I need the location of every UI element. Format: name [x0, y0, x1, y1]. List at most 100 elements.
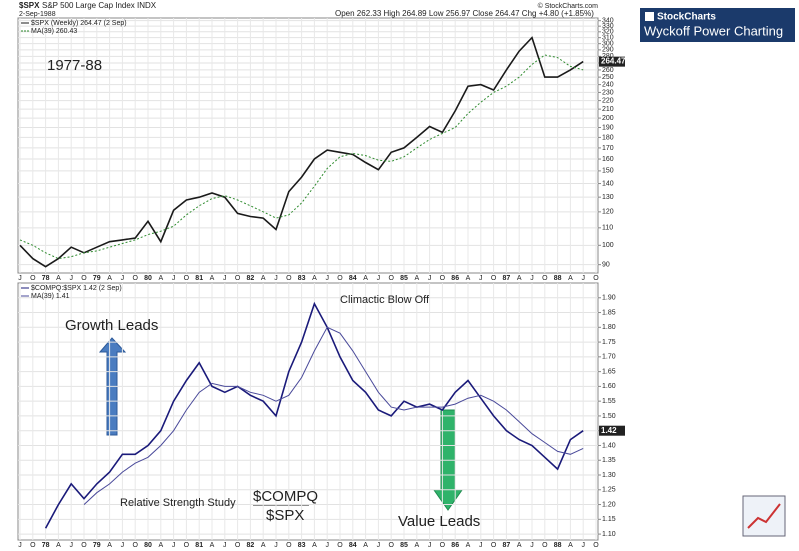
y-tick-label: 330 — [602, 23, 614, 30]
y-tick-label: 130 — [602, 194, 614, 201]
y-tick-label: 200 — [602, 115, 614, 122]
x-tick-label: O — [542, 542, 548, 549]
y-tick-label: 90 — [602, 261, 610, 268]
x-tick-label: J — [274, 542, 278, 549]
x-tick-label: 86 — [451, 275, 459, 282]
x-tick-label: O — [81, 542, 87, 549]
x-tick-label: J — [223, 275, 227, 282]
x-tick-label: J — [377, 542, 381, 549]
x-tick-label: J — [325, 275, 329, 282]
y-tick-label: 220 — [602, 97, 614, 104]
x-tick-label: J — [69, 275, 73, 282]
x-tick-label: O — [235, 275, 241, 282]
copyright: © StockCharts.com — [538, 2, 599, 10]
y-tick-label: 1.80 — [602, 324, 616, 331]
x-tick-label: A — [312, 275, 317, 282]
y-tick-label: 170 — [602, 145, 614, 152]
x-tick-label: 78 — [42, 542, 50, 549]
x-tick-label: A — [568, 542, 573, 549]
logo: StockCharts — [657, 12, 716, 23]
x-tick-label: 85 — [400, 542, 408, 549]
x-tick-label: O — [337, 275, 343, 282]
x-tick-label: O — [81, 275, 87, 282]
x-tick-label: O — [440, 275, 446, 282]
x-tick-label: J — [530, 542, 534, 549]
x-tick-label: J — [172, 542, 176, 549]
y-tick-label: 140 — [602, 180, 614, 187]
logo-box — [640, 8, 795, 42]
y-tick-label: 1.10 — [602, 531, 616, 538]
y-tick-label: 100 — [602, 242, 614, 249]
y-tick-label: 1.50 — [602, 413, 616, 420]
x-tick-label: J — [121, 542, 125, 549]
date: 2-Sep-1988 — [19, 11, 56, 18]
y-tick-label: 320 — [602, 29, 614, 36]
x-tick-label: J — [377, 275, 381, 282]
y-tick-label: 110 — [602, 225, 613, 232]
y-tick-label: 1.70 — [602, 354, 616, 361]
x-tick-label: O — [542, 275, 548, 282]
y-tick-label: 210 — [602, 106, 614, 113]
x-tick-label: O — [440, 542, 446, 549]
series-line — [19, 36, 584, 268]
x-tick-label: 80 — [144, 275, 152, 282]
y-tick-label: 1.85 — [602, 309, 616, 316]
x-tick-label: J — [428, 542, 432, 549]
x-tick-label: A — [312, 542, 317, 549]
y-tick-label: 1.30 — [602, 472, 616, 479]
x-tick-label: 85 — [400, 275, 408, 282]
x-tick-label: A — [466, 542, 471, 549]
tool-icon — [742, 495, 786, 537]
annotation: Value Leads — [398, 513, 480, 530]
y-tick-label: 290 — [602, 47, 614, 54]
annotation: 1977-88 — [47, 57, 102, 74]
x-tick-label: A — [158, 542, 163, 549]
x-tick-label: 86 — [451, 542, 459, 549]
x-tick-label: J — [581, 275, 585, 282]
x-tick-label: J — [530, 275, 534, 282]
x-tick-label: O — [388, 542, 394, 549]
x-tick-label: A — [107, 275, 112, 282]
y-tick-label: 160 — [602, 156, 614, 163]
y-tick-label: 1.60 — [602, 383, 616, 390]
y-tick-label: 340 — [602, 18, 614, 25]
legend-entry: $COMPQ:$SPX 1.42 (2 Sep) — [31, 285, 122, 292]
x-tick-label: 87 — [503, 542, 511, 549]
legend-entry: MA(39) 260.43 — [31, 28, 77, 35]
x-tick-label: 81 — [195, 275, 203, 282]
x-tick-label: 83 — [298, 275, 306, 282]
x-tick-label: A — [261, 542, 266, 549]
x-tick-label: A — [158, 275, 163, 282]
x-tick-label: O — [286, 275, 292, 282]
y-tick-label: 1.65 — [602, 368, 616, 375]
x-tick-label: 79 — [93, 275, 101, 282]
x-tick-label: O — [593, 275, 599, 282]
x-tick-label: J — [18, 275, 22, 282]
quote: Open 262.33 High 264.89 Low 256.97 Close… — [335, 9, 594, 18]
annotation: Relative Strength Study — [120, 497, 236, 509]
x-tick-label: O — [132, 542, 138, 549]
y-tick-label: 1.20 — [602, 501, 616, 508]
x-tick-label: J — [428, 275, 432, 282]
x-tick-label: J — [479, 275, 483, 282]
logo-icon — [645, 12, 654, 21]
x-tick-label: A — [56, 542, 61, 549]
series-line — [44, 301, 584, 529]
bottom-frame — [17, 282, 599, 541]
x-tick-label: 87 — [503, 275, 511, 282]
x-tick-label: A — [210, 542, 215, 549]
legend-entry: MA(39) 1.41 — [31, 293, 70, 300]
y-tick-label: 150 — [602, 168, 614, 175]
tagline: Wyckoff Power Charting — [644, 23, 783, 38]
x-tick-label: J — [18, 542, 22, 549]
y-tick-label: 1.15 — [602, 516, 616, 523]
y-tick-label: 180 — [602, 134, 614, 141]
x-tick-label: J — [121, 275, 125, 282]
x-tick-label: J — [223, 542, 227, 549]
y-tick-label: 310 — [602, 34, 614, 41]
x-tick-label: 84 — [349, 542, 357, 549]
x-tick-label: A — [210, 275, 215, 282]
price-tag: 1.42 — [601, 426, 617, 435]
x-tick-label: A — [414, 542, 419, 549]
